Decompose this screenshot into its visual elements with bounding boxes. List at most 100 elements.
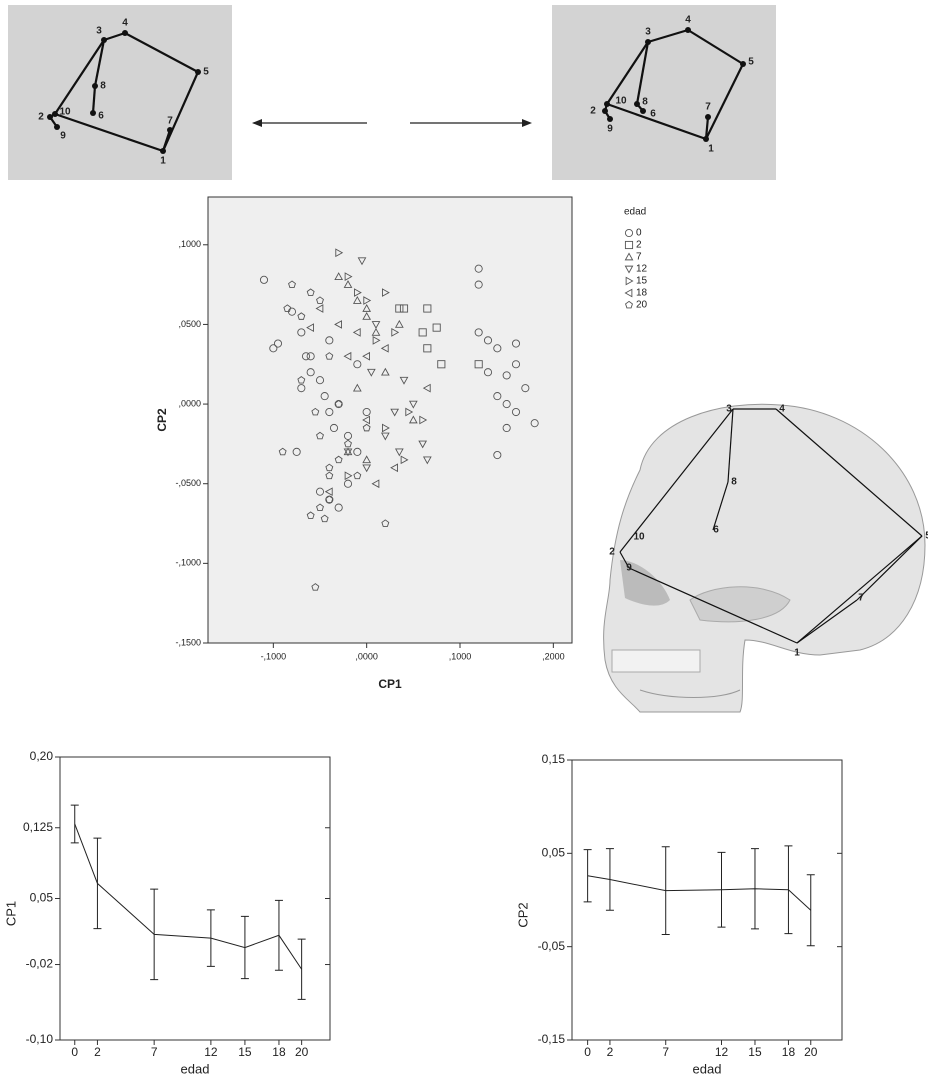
legend-label: 18 <box>636 288 648 299</box>
x-tick-label: 20 <box>804 1045 818 1059</box>
plot-area <box>60 757 330 1040</box>
x-tick-label: 7 <box>662 1045 669 1059</box>
landmark-dot <box>645 39 651 45</box>
y-tick-label: 0,15 <box>542 752 566 766</box>
landmark-dot <box>602 108 608 114</box>
y-tick-label: 0,125 <box>23 820 53 834</box>
x-tick-label: ,2000 <box>542 651 565 661</box>
y-tick-label: 0,05 <box>542 846 566 860</box>
landmark-label: 4 <box>779 404 785 415</box>
legend-marker <box>625 266 632 272</box>
landmark-label: 9 <box>607 124 613 135</box>
y-tick-label: 0,05 <box>30 891 54 905</box>
skull-illustration <box>604 404 925 712</box>
y-axis-label: CP2 <box>515 902 530 927</box>
landmark-label: 8 <box>731 477 737 488</box>
landmark-panel <box>8 5 232 180</box>
y-tick-label: -,1000 <box>175 558 201 568</box>
landmark-label: 10 <box>615 96 627 107</box>
landmark-label: 8 <box>642 97 648 108</box>
y-tick-label: ,0000 <box>178 398 201 408</box>
legend-marker <box>626 301 633 308</box>
y-tick-label: -0,15 <box>538 1032 566 1046</box>
landmark-dot <box>54 124 60 130</box>
landmark-dot <box>705 114 711 120</box>
landmark-dot <box>90 110 96 116</box>
landmark-label: 6 <box>713 525 719 536</box>
legend-marker <box>625 229 632 236</box>
landmark-label: 2 <box>609 547 615 558</box>
y-axis-label: CP2 <box>155 408 169 432</box>
landmark-dot <box>740 61 746 67</box>
landmark-dot <box>634 101 640 107</box>
x-tick-label: -,1000 <box>261 651 287 661</box>
legend-label: 15 <box>636 276 648 287</box>
landmark-dot <box>160 148 166 154</box>
landmark-label: 9 <box>626 563 632 574</box>
x-axis-label: CP1 <box>378 677 402 691</box>
x-tick-label: 2 <box>94 1045 101 1059</box>
x-tick-label: 18 <box>272 1045 286 1059</box>
landmark-label: 9 <box>60 131 66 142</box>
landmark-label: 4 <box>122 18 128 29</box>
landmark-dot <box>122 30 128 36</box>
legend-marker <box>625 241 632 248</box>
landmark-label: 1 <box>794 648 800 659</box>
landmark-label: 3 <box>96 26 102 37</box>
landmark-label: 3 <box>726 404 732 415</box>
y-tick-label: 0,20 <box>30 749 54 763</box>
landmark-dot <box>47 114 53 120</box>
landmark-label: 5 <box>748 57 754 68</box>
plot-area <box>572 760 842 1040</box>
x-tick-label: 7 <box>151 1045 158 1059</box>
legend-label: 12 <box>636 264 648 275</box>
landmark-label: 4 <box>685 15 691 26</box>
x-tick-label: ,0000 <box>355 651 378 661</box>
x-tick-label: 15 <box>238 1045 252 1059</box>
y-tick-label: -0,02 <box>26 957 54 971</box>
landmark-label: 2 <box>590 106 596 117</box>
x-tick-label: 20 <box>295 1045 309 1059</box>
legend-marker <box>626 277 632 284</box>
x-tick-label: 2 <box>607 1045 614 1059</box>
legend-label: 20 <box>636 300 648 311</box>
legend-label: 0 <box>636 228 642 239</box>
landmark-dot <box>604 101 610 107</box>
landmark-dot <box>101 37 107 43</box>
x-tick-label: 0 <box>584 1045 591 1059</box>
x-axis-label: edad <box>181 1061 210 1076</box>
legend-label: 2 <box>636 240 642 251</box>
landmark-panel <box>552 5 776 180</box>
x-tick-label: 15 <box>748 1045 762 1059</box>
arrow-head <box>252 119 262 127</box>
landmark-dot <box>607 116 613 122</box>
landmark-label: 6 <box>650 109 656 120</box>
landmark-label: 10 <box>59 107 71 118</box>
y-tick-label: -,1500 <box>175 637 201 647</box>
landmark-label: 10 <box>633 532 645 543</box>
x-tick-label: 12 <box>204 1045 218 1059</box>
x-tick-label: 18 <box>782 1045 796 1059</box>
legend-marker <box>625 289 631 296</box>
landmark-label: 6 <box>98 111 104 122</box>
landmark-dot <box>703 136 709 142</box>
landmark-label: 7 <box>167 116 173 127</box>
landmark-label: 2 <box>38 112 44 123</box>
y-axis-label: CP1 <box>3 901 18 926</box>
x-axis-label: edad <box>693 1061 722 1076</box>
legend-title: edad <box>624 207 646 218</box>
landmark-label: 5 <box>203 67 209 78</box>
y-tick-label: -0,10 <box>26 1032 54 1046</box>
landmark-dot <box>195 69 201 75</box>
legend-label: 7 <box>636 252 642 263</box>
x-tick-label: ,1000 <box>449 651 472 661</box>
x-tick-label: 12 <box>715 1045 729 1059</box>
landmark-dot <box>167 127 173 133</box>
figure: 123456789101234567891012345678910-,1500-… <box>0 0 928 1080</box>
landmark-label: 1 <box>708 144 714 155</box>
y-tick-label: -0,05 <box>538 939 566 953</box>
landmark-label: 8 <box>100 81 106 92</box>
landmark-label: 7 <box>858 593 864 604</box>
landmark-label: 7 <box>705 102 711 113</box>
x-tick-label: 0 <box>71 1045 78 1059</box>
